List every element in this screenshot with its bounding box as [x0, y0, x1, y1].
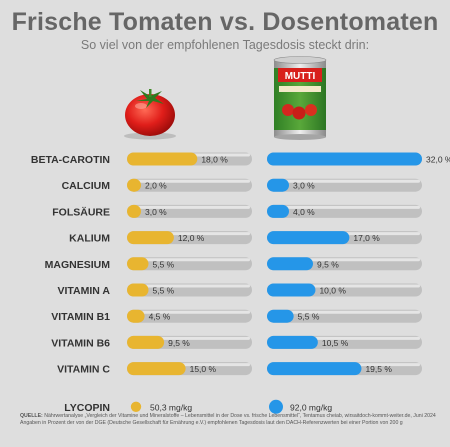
fresh-value-label: 2,0 % — [145, 181, 167, 191]
canned-value-label: 9,5 % — [317, 259, 339, 269]
canned-value-label: 5,5 % — [298, 312, 320, 322]
canned-tomato-image: MUTTI — [273, 56, 327, 140]
fresh-track-highlight — [129, 310, 250, 314]
canned-value-label: 3,0 % — [293, 181, 315, 191]
chart-row-magnesium: MAGNESIUM 5,5 % 9,5 % — [45, 257, 422, 271]
lycopin-fresh-dot — [130, 401, 142, 412]
chart-row-beta-carotin: BETA-CAROTIN 18,0 % 32,0 % — [31, 152, 450, 166]
canned-bar — [267, 335, 318, 349]
fresh-track-highlight — [129, 284, 250, 288]
category-label: BETA-CAROTIN — [31, 154, 110, 166]
chart-row-kalium: KALIUM 12,0 % 17,0 % — [69, 231, 422, 245]
fresh-bar — [127, 309, 145, 323]
canned-bar — [267, 362, 362, 376]
canned-value-label: 10,5 % — [322, 338, 349, 348]
source-text: Nährwertanalyse „Vergleich der Vitamine … — [44, 413, 436, 419]
fresh-track-highlight — [129, 179, 250, 183]
fresh-track-highlight — [129, 258, 250, 262]
fresh-bar — [127, 283, 149, 297]
fresh-tomato-image — [124, 89, 176, 140]
fresh-value-label: 15,0 % — [190, 364, 217, 374]
category-label: KALIUM — [69, 233, 110, 245]
fresh-value-label: 18,0 % — [201, 155, 228, 165]
category-label: VITAMIN B1 — [51, 311, 110, 323]
chart-row-vitamin-a: VITAMIN A 5,5 % 10,0 % — [58, 283, 422, 297]
canned-value-label: 4,0 % — [293, 207, 315, 217]
fresh-bar — [127, 178, 141, 192]
canned-bar — [267, 152, 422, 166]
lycopin-fresh-value: 50,3 mg/kg — [150, 402, 192, 412]
category-label: VITAMIN B6 — [51, 337, 110, 349]
chart-row-lycopin: LYCOPIN 50,3 mg/kg 92,0 mg/kg — [64, 399, 332, 414]
fresh-value-label: 9,5 % — [168, 338, 190, 348]
fresh-value-label: 5,5 % — [152, 286, 174, 296]
page-title: Frische Tomaten vs. Dosentomaten — [11, 8, 439, 36]
fresh-bar — [127, 231, 174, 245]
chart-row-vitamin-b1: VITAMIN B1 4,5 % 5,5 % — [51, 309, 422, 323]
footer-source: QUELLE: Nährwertanalyse „Vergleich der V… — [20, 413, 440, 427]
category-label: VITAMIN C — [57, 364, 110, 376]
canned-bar — [267, 283, 316, 297]
fresh-bar — [127, 257, 149, 271]
fresh-value-label: 12,0 % — [178, 233, 205, 243]
page-subtitle: So viel von der empfohlenen Tagesdosis s… — [80, 38, 370, 52]
canned-track-highlight — [269, 310, 420, 314]
lycopin-label: LYCOPIN — [64, 402, 110, 414]
fresh-track-highlight — [129, 205, 250, 209]
canned-bar — [267, 204, 289, 218]
canned-value-label: 19,5 % — [365, 364, 392, 374]
category-label: VITAMIN A — [58, 285, 111, 297]
canned-track-highlight — [269, 179, 420, 183]
canned-track-highlight — [269, 205, 420, 209]
fresh-bar — [127, 335, 165, 349]
source-label: QUELLE: — [20, 413, 43, 419]
fresh-bar — [127, 362, 186, 376]
source-note: Angaben in Prozent der von der DGE (Deut… — [20, 420, 403, 426]
chart-row-vitamin-b6: VITAMIN B6 9,5 % 10,5 % — [51, 335, 422, 349]
canned-value-label: 10,0 % — [319, 286, 346, 296]
chart-row-vitamin-c: VITAMIN C 15,0 % 19,5 % — [57, 362, 422, 376]
can-brand-text: MUTTI — [285, 71, 316, 82]
chart-row-calcium: CALCIUM 2,0 % 3,0 % — [62, 178, 422, 192]
fresh-value-label: 5,5 % — [152, 259, 174, 269]
fresh-value-label: 3,0 % — [145, 207, 167, 217]
category-label: MAGNESIUM — [45, 259, 111, 271]
fresh-value-label: 4,5 % — [149, 312, 171, 322]
canned-bar — [267, 231, 350, 245]
canned-bar — [267, 309, 294, 323]
lycopin-canned-dot — [269, 399, 283, 414]
fresh-bar — [127, 152, 198, 166]
category-label: CALCIUM — [62, 180, 111, 192]
category-label: FOLSÄURE — [52, 205, 110, 218]
lycopin-canned-value: 92,0 mg/kg — [290, 402, 332, 412]
canned-value-label: 32,0 % — [426, 155, 450, 165]
chart-row-fols-ure: FOLSÄURE 3,0 % 4,0 % — [52, 204, 422, 218]
fresh-bar — [127, 204, 141, 218]
canned-bar — [267, 257, 314, 271]
canned-value-label: 17,0 % — [353, 233, 380, 243]
canned-bar — [267, 178, 289, 192]
